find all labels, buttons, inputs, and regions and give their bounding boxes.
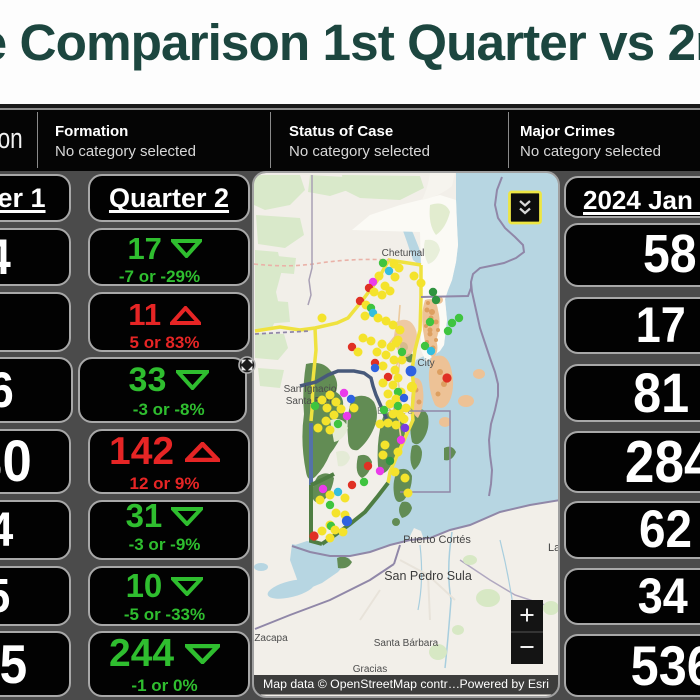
svg-text:Powered by Esri: Powered by Esri [459, 677, 549, 691]
svg-text:San Ignacio: San Ignacio [284, 384, 337, 395]
svg-text:Puerto Cortés: Puerto Cortés [403, 534, 471, 546]
svg-text:Santa Elena: Santa Elena [286, 396, 341, 407]
svg-text:City: City [417, 358, 434, 369]
svg-text:Chetumal: Chetumal [382, 248, 425, 259]
svg-text:Zacapa: Zacapa [254, 633, 288, 644]
svg-text:Gracias: Gracias [353, 664, 387, 675]
svg-text:San Pedro Sula: San Pedro Sula [384, 569, 472, 583]
svg-text:Map data © OpenStreetMap contr: Map data © OpenStreetMap contr… [263, 677, 460, 691]
svg-text:Santa Bárbara: Santa Bárbara [374, 638, 439, 649]
svg-text:La C: La C [548, 542, 558, 554]
